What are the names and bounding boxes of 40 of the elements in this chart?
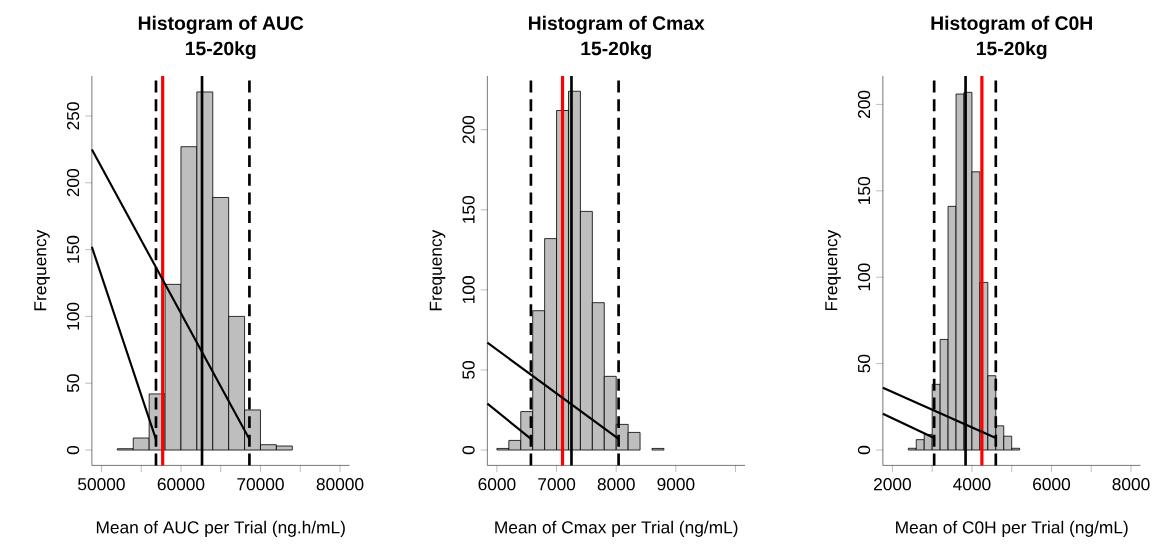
y-axis-title: Frequency (825, 229, 841, 310)
x-axis-title: Mean of Cmax per Trial (ng/mL) (495, 520, 738, 537)
chart-subtitle: 15-20kg (581, 40, 651, 60)
x-tick-label: 6000 (478, 477, 516, 491)
y-axis-title: Frequency (34, 229, 50, 310)
x-tick-label: 2000 (874, 477, 911, 491)
x-axis-title: Mean of C0H per Trial (ng/mL) (896, 520, 1128, 537)
y-tick-label: 100 (66, 302, 80, 330)
x-tick-label: 8000 (1112, 477, 1150, 491)
chart-title: Histogram of C0H (931, 15, 1092, 34)
chart-title: Histogram of Cmax (528, 15, 705, 34)
chart-subtitle: 15-20kg (185, 40, 256, 60)
x-tick-label: 8000 (597, 477, 635, 491)
y-tick-label: 50 (66, 374, 80, 393)
x-tick-label: 80000 (316, 477, 364, 491)
y-tick-label: 200 (857, 90, 871, 118)
chart-title: Histogram of AUC (138, 15, 304, 34)
y-tick-label: 100 (462, 275, 475, 303)
x-tick-label: 60000 (157, 477, 205, 491)
chart-subtitle: 15-20kg (976, 40, 1047, 60)
x-tick-label: 50000 (78, 477, 125, 491)
y-tick-label: 200 (462, 115, 475, 144)
x-tick-label: 7000 (538, 477, 576, 491)
y-tick-label: 50 (462, 360, 475, 379)
y-tick-label: 0 (462, 445, 475, 455)
y-tick-label: 200 (66, 168, 80, 197)
y-tick-label: 150 (857, 176, 871, 204)
x-tick-label: 9000 (657, 477, 695, 491)
y-axis-title: Frequency (429, 229, 446, 310)
x-axis-title: Mean of AUC per Trial (ng.h/mL) (96, 520, 345, 537)
y-tick-label: 100 (857, 263, 871, 291)
x-tick-label: 70000 (237, 477, 284, 491)
y-tick-label: 250 (66, 102, 80, 130)
y-tick-label: 50 (857, 354, 871, 373)
x-tick-label: 6000 (1033, 477, 1071, 491)
x-tick-label: 4000 (953, 477, 991, 491)
y-tick-label: 0 (857, 445, 871, 455)
y-tick-label: 0 (66, 445, 80, 455)
y-tick-label: 150 (462, 195, 475, 223)
y-tick-label: 150 (66, 235, 80, 263)
